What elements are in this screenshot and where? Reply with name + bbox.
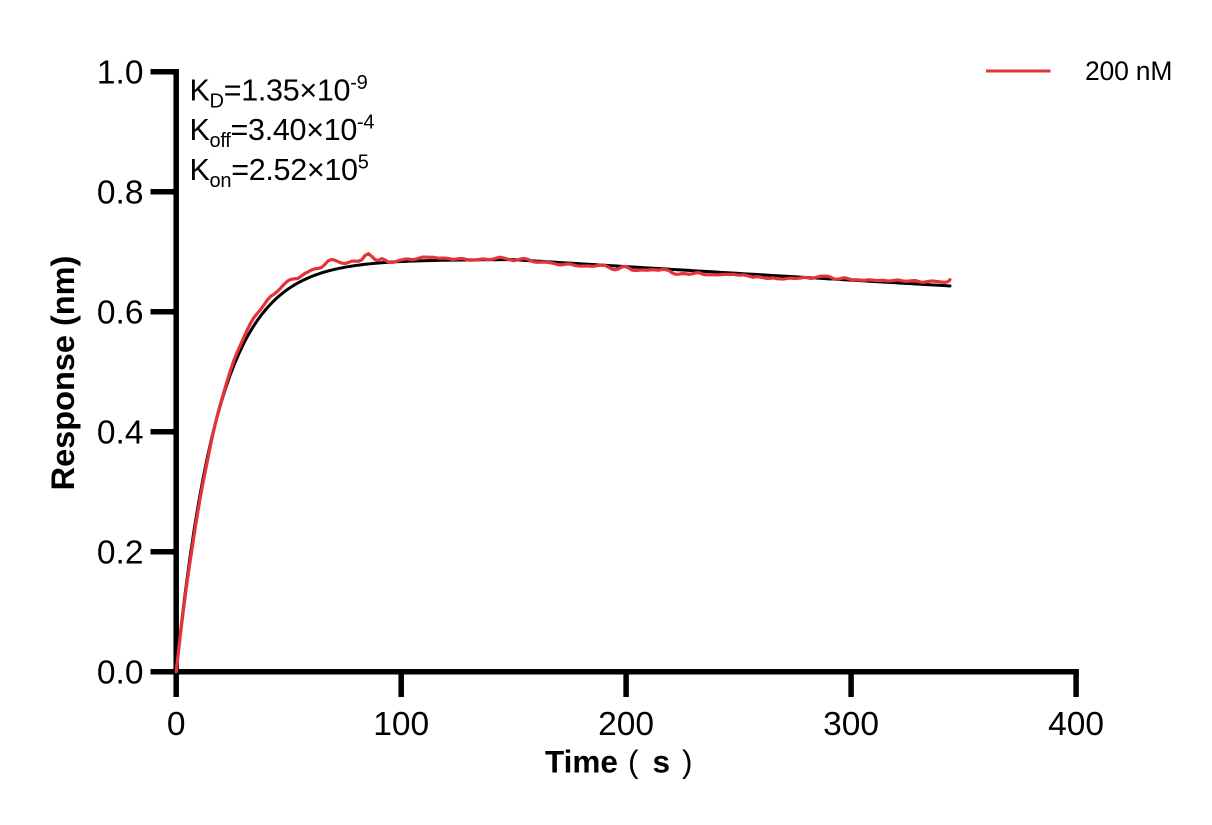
x-axis-title-unit: s — [652, 744, 670, 780]
kd-symbol: K — [190, 74, 210, 108]
y-tick-marks — [150, 68, 177, 675]
x-axis-title-open-paren: ( — [628, 744, 639, 780]
y-tick-label: 0.4 — [97, 415, 144, 452]
measured-curve — [174, 252, 952, 674]
y-tick-label: 0.0 — [97, 655, 144, 692]
koff-symbol: K — [190, 113, 210, 147]
x-tick-label: 100 — [373, 706, 429, 743]
kd-subscript: D — [210, 91, 224, 113]
koff-subscript: off — [210, 130, 232, 152]
kinetics-annotations: KD=1.35×10-9 Koff=3.40×10-4 Kon=2.52×105 — [190, 72, 375, 192]
kd-exponent: -9 — [350, 72, 367, 94]
y-tick-labels: 1.0 0.8 0.6 0.4 0.2 0.0 — [97, 55, 144, 692]
x-tick-label: 200 — [598, 706, 654, 743]
x-axis-title-close-paren: ) — [682, 744, 693, 780]
fit-curve — [174, 258, 952, 674]
koff-exponent: -4 — [357, 112, 374, 134]
y-axis-title: Response (nm) — [45, 256, 81, 491]
kon-subscript: on — [210, 170, 232, 192]
x-tick-label: 0 — [167, 706, 186, 743]
x-axis-title: Time ( s) — [545, 744, 692, 780]
legend: 200 nM — [986, 56, 1172, 86]
x-tick-label: 400 — [1048, 706, 1104, 743]
legend-series-label: 200 nM — [1085, 56, 1172, 86]
y-tick-label: 0.6 — [97, 295, 144, 332]
koff-value: =3.40×10 — [231, 113, 358, 147]
kon-annotation: Kon=2.52×105 — [190, 151, 369, 192]
kon-value: =2.52×10 — [231, 153, 358, 187]
curves — [174, 252, 952, 674]
y-tick-label: 1.0 — [97, 55, 144, 92]
x-axis-title-word: Time — [545, 744, 618, 780]
y-tick-label: 0.8 — [97, 175, 144, 212]
y-tick-label: 0.2 — [97, 535, 144, 572]
kd-annotation: KD=1.35×10-9 — [190, 72, 368, 113]
axes — [150, 68, 1079, 697]
kd-value: =1.35×10 — [224, 74, 351, 108]
x-tick-marks — [173, 671, 1079, 697]
kon-symbol: K — [190, 153, 210, 187]
kon-exponent: 5 — [358, 151, 369, 173]
x-tick-labels: 0 100 200 300 400 — [167, 706, 1104, 743]
koff-annotation: Koff=3.40×10-4 — [190, 112, 375, 153]
x-tick-label: 300 — [823, 706, 879, 743]
